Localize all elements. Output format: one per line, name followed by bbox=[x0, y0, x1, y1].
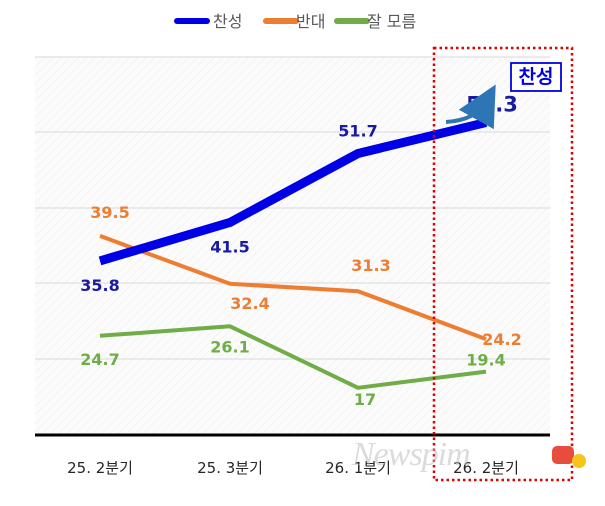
legend-label: 찬성 bbox=[213, 12, 242, 31]
data-label: 26.1 bbox=[210, 337, 249, 356]
data-label: 17 bbox=[354, 390, 376, 409]
data-label: 32.4 bbox=[230, 294, 269, 313]
legend: 찬성 반대 잘 모름 bbox=[174, 12, 416, 31]
highlight-label-box bbox=[510, 62, 562, 92]
data-label: 19.4 bbox=[466, 351, 505, 370]
trend-arrow bbox=[445, 84, 496, 130]
data-label: 24.2 bbox=[482, 330, 521, 349]
data-label: 41.5 bbox=[210, 237, 249, 256]
highlight-label: 찬성 bbox=[519, 66, 554, 88]
gridlines bbox=[35, 56, 550, 360]
watermark: Newspim bbox=[352, 436, 471, 473]
watermark-badge-icon bbox=[552, 446, 574, 464]
legend-label: 반대 bbox=[296, 12, 325, 31]
x-tick-label: 25. 2분기 bbox=[67, 459, 133, 477]
series-lines bbox=[98, 118, 488, 390]
watermark-sun-icon bbox=[572, 454, 586, 468]
x-tick-label: 25. 3분기 bbox=[197, 459, 263, 477]
data-label: 35.8 bbox=[80, 276, 119, 295]
x-tick-labels: 25. 2분기 25. 3분기 26. 1분기 26. 2분기 bbox=[67, 459, 519, 477]
data-label: 39.5 bbox=[90, 203, 129, 222]
x-tick-label: 26. 1분기 bbox=[325, 459, 391, 477]
x-tick-label: 26. 2분기 bbox=[453, 459, 519, 477]
series-line bbox=[98, 118, 488, 266]
data-label: 24.7 bbox=[80, 350, 119, 369]
series-line bbox=[99, 234, 487, 341]
data-label: 51.7 bbox=[338, 122, 377, 141]
data-label: 31.3 bbox=[351, 256, 390, 275]
series-line bbox=[99, 324, 487, 390]
highlight-box bbox=[432, 46, 574, 482]
legend-label: 잘 모름 bbox=[367, 12, 416, 31]
